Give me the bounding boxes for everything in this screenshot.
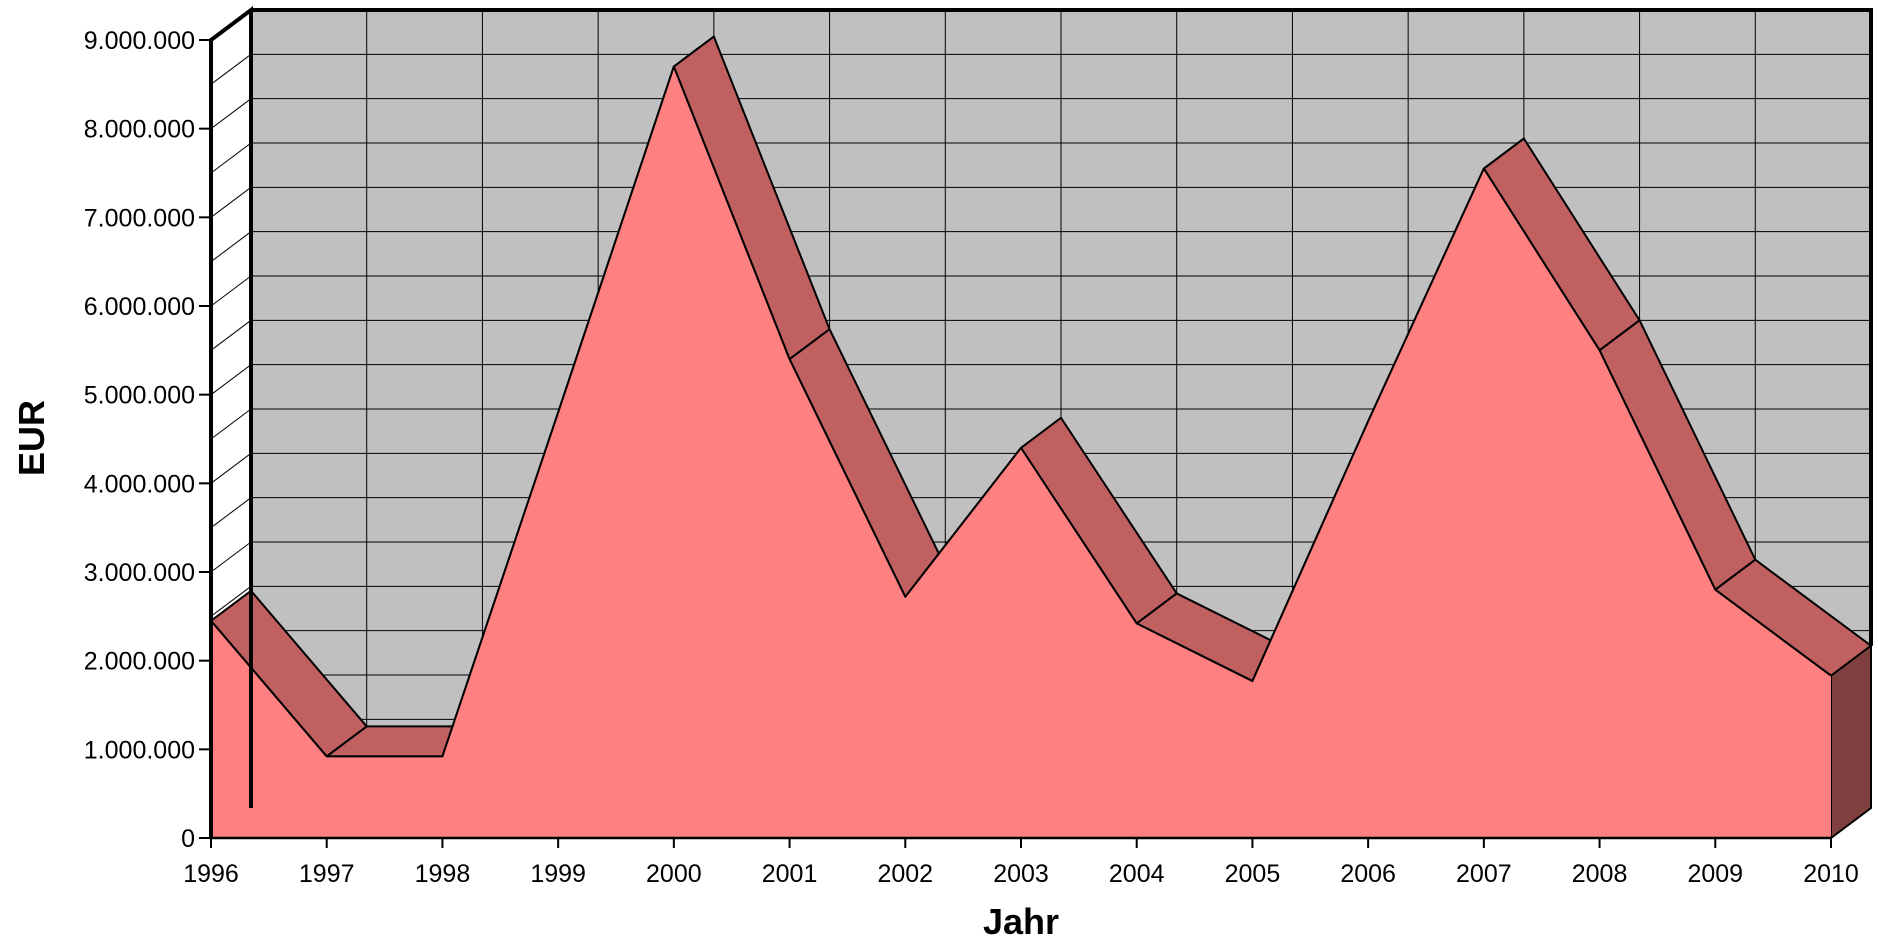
- y-tick-label: 7.000.000: [84, 204, 195, 232]
- area-side-face: [1830, 643, 1872, 840]
- x-tick-label: 2009: [1687, 860, 1743, 888]
- y-tick-label: 5.000.000: [84, 382, 195, 410]
- x-tick-label: 1998: [415, 860, 471, 888]
- y-tick-label: 6.000.000: [84, 293, 195, 321]
- gridline-wall-diagonal: [210, 319, 252, 351]
- y-tick-label: 2.000.000: [84, 648, 195, 676]
- x-tick-label: 2008: [1572, 860, 1628, 888]
- y-tick-label: 8.000.000: [84, 116, 195, 144]
- back-wall-frame: [251, 8, 1873, 646]
- x-tick-label: 2005: [1225, 860, 1281, 888]
- x-tick-label: 2003: [993, 860, 1049, 888]
- y-tick-label: 9.000.000: [84, 27, 195, 55]
- area-series-line: [210, 65, 1832, 758]
- gridline-wall-diagonal: [210, 275, 252, 307]
- x-tick-label: 2001: [762, 860, 818, 888]
- x-tick-label: 1997: [299, 860, 355, 888]
- gridline-wall-diagonal: [210, 585, 252, 617]
- gridline-wall-diagonal: [210, 452, 252, 484]
- y-axis-ticks: 0 1.000.000 2.000.000 3.000.000 4.000.000 5.0…: [84, 27, 211, 853]
- x-tick-label: 2002: [877, 860, 933, 888]
- gridline-wall-diagonal: [210, 142, 252, 174]
- x-tick-label: 2007: [1456, 860, 1512, 888]
- y-axis-title: EUR: [11, 400, 52, 476]
- gridline-wall-diagonal: [210, 364, 252, 396]
- x-tick-label: 2004: [1109, 860, 1165, 888]
- gridline-wall-diagonal: [210, 408, 252, 440]
- gridline-wall-diagonal: [210, 98, 252, 130]
- gridline-wall-diagonal: [210, 541, 252, 573]
- x-tick-label: 2006: [1340, 860, 1396, 888]
- gridline-wall-diagonal: [210, 186, 252, 218]
- y-tick-label: 4.000.000: [84, 470, 195, 498]
- data-area: [210, 35, 1872, 840]
- y-tick-label: 0: [181, 825, 195, 853]
- area-front-face: [211, 66, 1831, 839]
- x-axis-ticks: 1996 1997 1998 1999 2000 2001 2002 2003 2004 2005…: [183, 838, 1859, 888]
- x-tick-label: 2010: [1803, 860, 1859, 888]
- x-tick-label: 2000: [646, 860, 702, 888]
- gridline-wall-diagonal: [210, 231, 252, 263]
- y-tick-label: 1.000.000: [84, 736, 195, 764]
- gridline-wall-diagonal: [210, 497, 252, 529]
- x-tick-label: 1996: [183, 860, 239, 888]
- y-tick-label: 3.000.000: [84, 559, 195, 587]
- x-tick-label: 1999: [530, 860, 586, 888]
- gridline-wall-diagonal: [210, 53, 252, 85]
- x-axis-title: Jahr: [983, 901, 1059, 941]
